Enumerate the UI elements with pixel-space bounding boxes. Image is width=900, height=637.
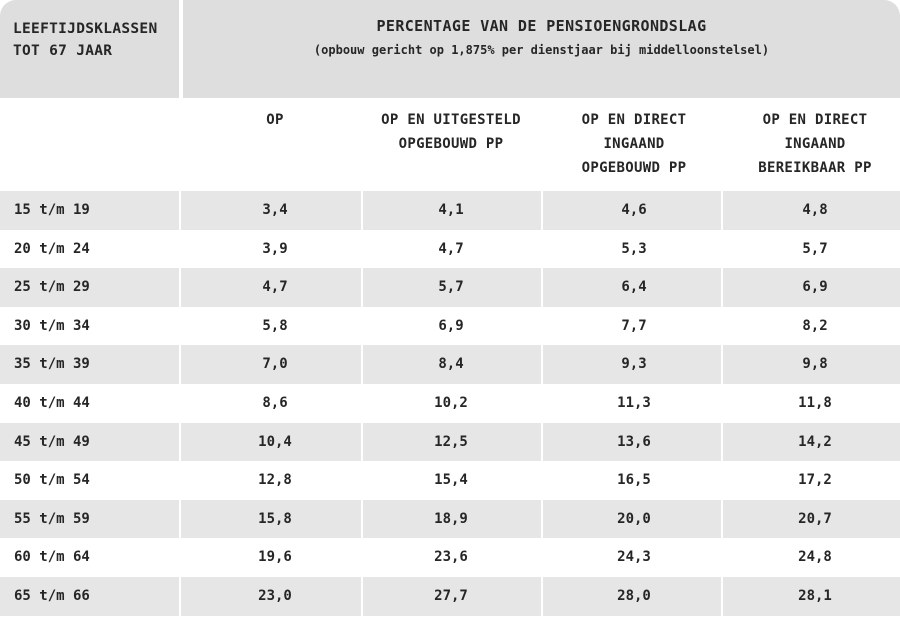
value-cell: 8,2 (802, 317, 828, 334)
column-header-line: INGAAND (603, 136, 665, 152)
table-header-band (0, 0, 900, 98)
value-cell: 10,2 (434, 395, 468, 411)
column-separator (361, 98, 363, 637)
value-cell: 13,6 (617, 433, 651, 450)
value-cell: 4,8 (802, 202, 828, 218)
value-cell: 28,1 (798, 588, 832, 604)
age-class-cell: 65 t/m 66 (14, 588, 90, 604)
value-cell: 8,6 (262, 395, 288, 411)
value-cell: 9,8 (802, 356, 828, 373)
column-separator (721, 98, 723, 637)
table-row: 60 t/m 64 19,6 23,6 24,3 24,8 (0, 538, 900, 577)
table-row: 55 t/m 59 15,8 18,9 20,0 20,7 (0, 499, 900, 539)
value-cell: 8,4 (438, 356, 464, 373)
value-cell: 5,8 (262, 317, 288, 334)
value-cell: 20,0 (617, 510, 651, 527)
column-header-2: OP EN UITGESTELD OPGEBOUWD PP (361, 108, 541, 156)
age-class-cell: 20 t/m 24 (14, 240, 90, 257)
value-cell: 3,9 (262, 240, 288, 257)
value-cell: 10,4 (258, 433, 292, 450)
value-cell: 4,1 (438, 202, 464, 218)
column-header-line: INGAAND (784, 136, 846, 152)
table-row: 65 t/m 66 23,0 27,7 28,0 28,1 (0, 577, 900, 616)
age-class-cell: 25 t/m 29 (14, 279, 90, 296)
age-class-cell: 45 t/m 49 (14, 433, 90, 450)
age-class-cell: 55 t/m 59 (14, 510, 90, 527)
age-class-cell: 40 t/m 44 (14, 395, 90, 411)
value-cell: 20,7 (798, 510, 832, 527)
value-cell: 28,0 (617, 588, 651, 604)
value-cell: 11,8 (798, 395, 832, 411)
value-cell: 4,7 (438, 240, 464, 257)
value-cell: 12,5 (434, 433, 468, 450)
value-cell: 12,8 (258, 472, 292, 489)
column-header-line: OP EN UITGESTELD (381, 112, 521, 128)
value-cell: 5,7 (802, 240, 828, 257)
column-header-4: OP EN DIRECT INGAAND BEREIKBAAR PP (725, 108, 900, 180)
column-separator (541, 98, 543, 637)
value-cell: 17,2 (798, 472, 832, 489)
value-cell: 24,8 (798, 549, 832, 566)
header-divider (179, 0, 183, 98)
column-header-line: OP EN DIRECT (581, 112, 687, 128)
table-row: 35 t/m 39 7,0 8,4 9,3 9,8 (0, 345, 900, 384)
table-subtitle: (opbouw gericht op 1,875% per dienstjaar… (313, 43, 770, 57)
table-row: 50 t/m 54 12,8 15,4 16,5 17,2 (0, 461, 900, 500)
value-cell: 5,7 (438, 279, 464, 296)
value-cell: 27,7 (434, 588, 468, 604)
value-cell: 3,4 (262, 202, 288, 218)
column-header-line: OP (266, 112, 284, 128)
value-cell: 23,6 (434, 549, 468, 566)
table-row: 15 t/m 19 3,4 4,1 4,6 4,8 (0, 191, 900, 230)
column-header-line: BEREIKBAAR PP (758, 160, 872, 176)
table-row: 40 t/m 44 8,6 10,2 11,3 11,8 (0, 384, 900, 423)
age-class-cell: 50 t/m 54 (14, 472, 90, 489)
table-title: PERCENTAGE VAN DE PENSIOENGRONDSLAG (376, 17, 707, 35)
table-row: 30 t/m 34 5,8 6,9 7,7 8,2 (0, 307, 900, 346)
value-cell: 14,2 (798, 433, 832, 450)
column-header-line: OP EN DIRECT (762, 112, 868, 128)
age-class-header-line2: TOT 67 JAAR (13, 43, 113, 59)
age-class-header-line1: LEEFTIJDSKLASSEN (13, 21, 158, 37)
value-cell: 15,8 (258, 510, 292, 527)
table-row: 25 t/m 29 4,7 5,7 6,4 6,9 (0, 268, 900, 307)
age-class-cell: 35 t/m 39 (14, 356, 90, 373)
value-cell: 6,9 (438, 317, 464, 334)
value-cell: 6,4 (621, 279, 647, 296)
value-cell: 19,6 (258, 549, 292, 566)
column-header-3: OP EN DIRECT INGAAND OPGEBOUWD PP (544, 108, 724, 180)
value-cell: 9,3 (621, 356, 647, 373)
value-cell: 5,3 (621, 240, 647, 257)
age-class-cell: 30 t/m 34 (14, 317, 90, 334)
age-class-header: LEEFTIJDSKLASSEN TOT 67 JAAR (13, 18, 183, 62)
value-cell: 16,5 (617, 472, 651, 489)
table-row: 45 t/m 49 10,4 12,5 13,6 14,2 (0, 422, 900, 462)
column-header-1: OP (185, 108, 365, 132)
value-cell: 4,6 (621, 202, 647, 218)
value-cell: 18,9 (434, 510, 468, 527)
value-cell: 7,0 (262, 356, 288, 373)
value-cell: 15,4 (434, 472, 468, 489)
value-cell: 11,3 (617, 395, 651, 411)
age-class-cell: 15 t/m 19 (14, 202, 90, 218)
value-cell: 24,3 (617, 549, 651, 566)
column-separator (179, 98, 181, 637)
column-header-line: OPGEBOUWD PP (398, 136, 504, 152)
value-cell: 23,0 (258, 588, 292, 604)
value-cell: 6,9 (802, 279, 828, 296)
column-header-line: OPGEBOUWD PP (581, 160, 687, 176)
value-cell: 4,7 (262, 279, 288, 296)
table-row: 20 t/m 24 3,9 4,7 5,3 5,7 (0, 230, 900, 269)
value-cell: 7,7 (621, 317, 647, 334)
age-class-cell: 60 t/m 64 (14, 549, 90, 566)
